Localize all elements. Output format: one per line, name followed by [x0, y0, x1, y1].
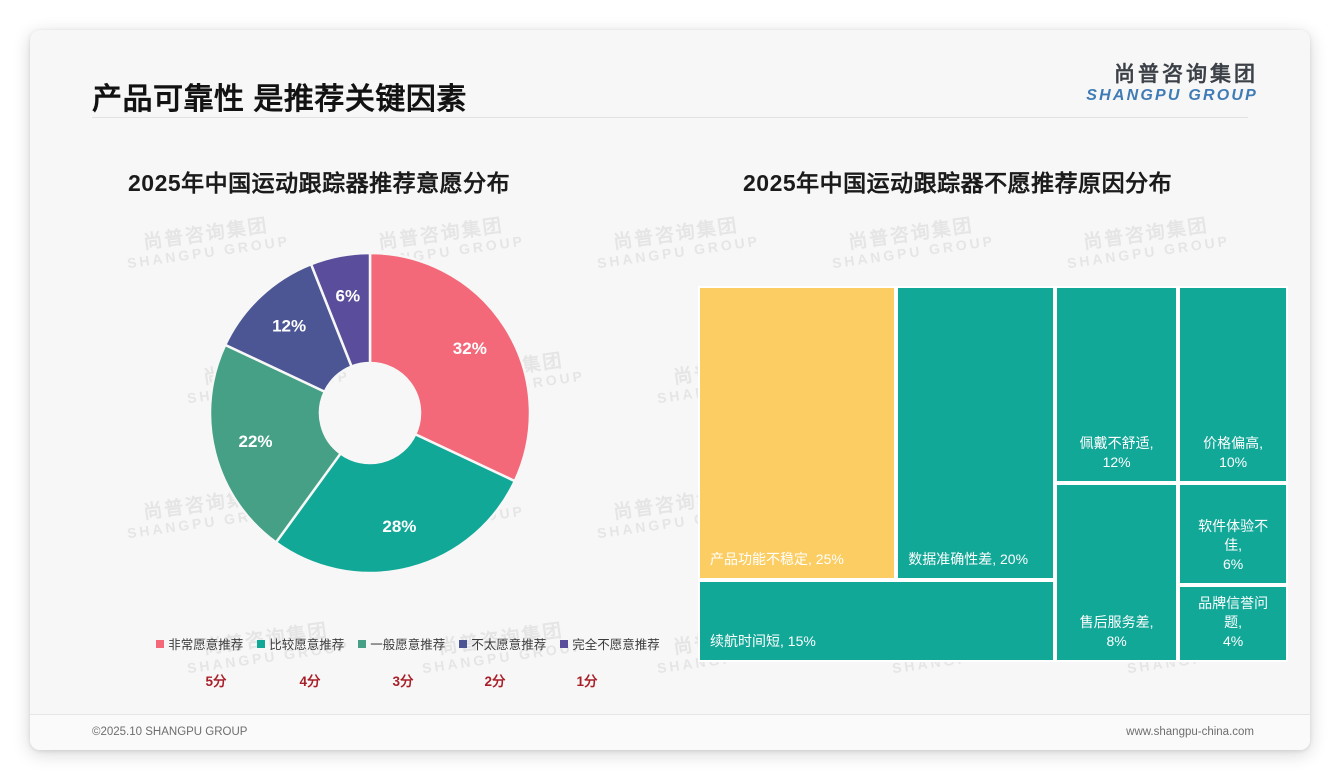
donut-svg: 32% 28% 22% 12% 6%	[208, 251, 532, 575]
footer-copyright: ©2025.10 SHANGPU GROUP	[92, 726, 248, 738]
legend-label: 比较愿意推荐	[269, 638, 345, 652]
donut-slice-label: 22%	[238, 432, 272, 451]
legend-item[interactable]: 完全不愿意推荐	[560, 634, 660, 653]
score-label: 5分	[205, 674, 227, 689]
legend-swatch-icon	[257, 639, 266, 648]
treemap-tile-label: 价格偏高, 10%	[1203, 434, 1264, 470]
treemap-tile-label: 数据准确性差, 20%	[908, 551, 1029, 568]
donut-slice[interactable]	[309, 251, 372, 369]
treemap-tile-label: 续航时间短, 15%	[710, 633, 816, 650]
donut-slice-label: 12%	[272, 316, 306, 335]
treemap-tile-label: 佩戴不舒适, 12%	[1079, 434, 1154, 470]
logo-english-text: SHANGPU GROUP	[1086, 87, 1258, 105]
legend-swatch-icon	[358, 639, 367, 648]
left-chart-title: 2025年中国运动跟踪器推荐意愿分布	[128, 170, 511, 196]
legend-swatch-icon	[560, 639, 569, 648]
treemap-tile[interactable]: 佩戴不舒适, 12%	[1054, 286, 1179, 483]
score-label: 2分	[484, 674, 506, 689]
donut-slice-label: 28%	[382, 517, 416, 536]
legend-label: 不太愿意推荐	[471, 638, 547, 652]
donut-slice[interactable]	[368, 251, 532, 483]
slide-card: 尚普咨询集团 SHANGPU GROUP 尚普咨询集团 SHANGPU GROUP 尚普…	[30, 30, 1310, 750]
logo-chinese-text: 尚普咨询集团	[1114, 63, 1258, 86]
treemap-tile[interactable]: 数据准确性差, 20%	[896, 286, 1055, 581]
page-title: 产品可靠性 是推荐关键因素	[92, 83, 467, 116]
treemap-tile-label: 品牌信誉问题, 4%	[1198, 595, 1269, 650]
score-label: 1分	[576, 674, 598, 689]
header-divider	[92, 117, 1248, 118]
donut-slice[interactable]	[223, 262, 354, 394]
treemap-tile-label: 售后服务差, 8%	[1079, 614, 1154, 650]
legend-item[interactable]: 一般愿意推荐	[358, 634, 445, 653]
treemap-tile-label: 产品功能不稳定, 25%	[710, 551, 844, 568]
treemap-tile[interactable]: 软件体验不佳, 6%	[1178, 482, 1288, 585]
treemap-tile[interactable]: 品牌信誉问题, 4%	[1178, 584, 1288, 662]
donut-legend: 非常愿意推荐 比较愿意推荐 一般愿意推荐 不太愿意推荐 完全不愿意推荐	[128, 634, 688, 653]
brand-logo: 尚普咨询集团 SHANGPU GROUP	[1086, 63, 1258, 106]
legend-item[interactable]: 不太愿意推荐	[459, 634, 546, 653]
footer-website: www.shangpu-china.com	[1126, 726, 1254, 738]
legend-label: 一般愿意推荐	[370, 638, 446, 652]
donut-slice[interactable]	[274, 432, 517, 575]
donut-chart: 32% 28% 22% 12% 6%	[205, 248, 535, 578]
treemap-chart: 产品功能不稳定, 25% 数据准确性差, 20% 续航时间短, 15% 佩戴不舒适, …	[698, 286, 1288, 662]
slide-header: 产品可靠性 是推荐关键因素 尚普咨询集团 SHANGPU GROUP	[30, 30, 1310, 118]
donut-slice-label: 32%	[453, 339, 487, 358]
slide-footer: ©2025.10 SHANGPU GROUP www.shangpu-china…	[30, 714, 1310, 750]
legend-label: 完全不愿意推荐	[572, 638, 660, 652]
treemap-tile[interactable]: 续航时间短, 15%	[698, 580, 1055, 662]
legend-swatch-icon	[156, 639, 165, 648]
legend-item[interactable]: 比较愿意推荐	[257, 634, 344, 653]
legend-label: 非常愿意推荐	[168, 638, 244, 652]
legend-swatch-icon	[459, 639, 468, 648]
legend-item[interactable]: 非常愿意推荐	[156, 634, 243, 653]
score-label: 3分	[392, 674, 414, 689]
donut-slice-label: 6%	[336, 286, 361, 305]
treemap-tile[interactable]: 产品功能不稳定, 25%	[698, 286, 897, 581]
treemap-tile[interactable]: 售后服务差, 8%	[1054, 482, 1179, 662]
right-chart-title: 2025年中国运动跟踪器不愿推荐原因分布	[743, 170, 1173, 196]
score-scale-row: 5分 4分 3分 2分 1分	[128, 670, 688, 694]
donut-slice[interactable]	[208, 343, 343, 545]
score-label: 4分	[299, 674, 321, 689]
treemap-tile[interactable]: 价格偏高, 10%	[1178, 286, 1288, 483]
treemap-tile-label: 软件体验不佳, 6%	[1198, 518, 1269, 573]
